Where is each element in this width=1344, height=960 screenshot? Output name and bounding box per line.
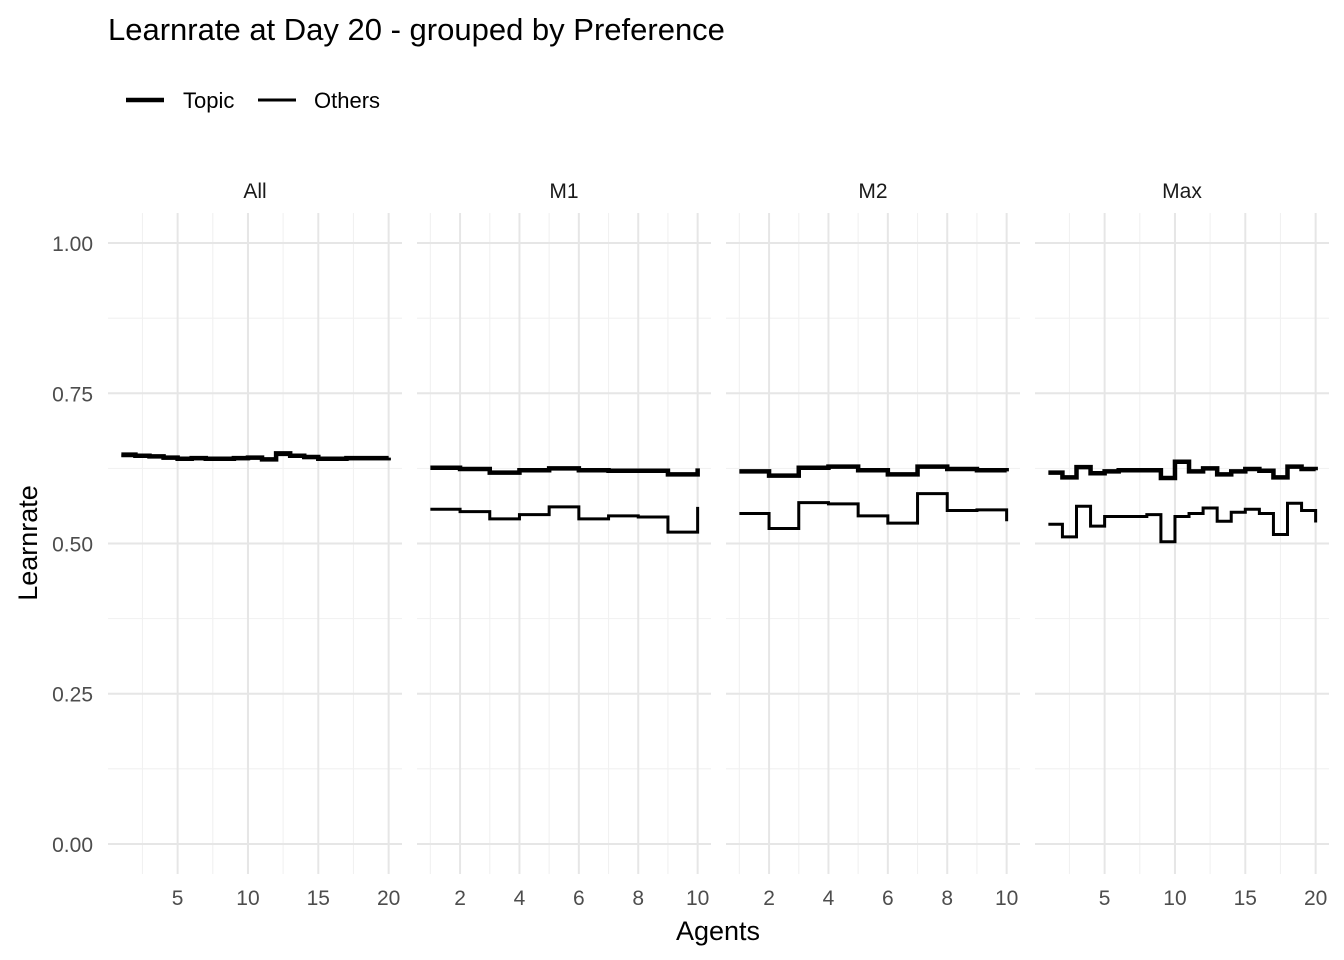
x-tick-label: 5 <box>1099 887 1111 910</box>
x-tick-label: 4 <box>514 887 526 910</box>
x-tick-label: 8 <box>941 887 953 910</box>
y-tick-label: 0.25 <box>52 684 93 707</box>
x-tick-label: 20 <box>1304 887 1327 910</box>
x-tick-label: 5 <box>172 887 184 910</box>
legend-label-topic: Topic <box>183 88 234 113</box>
strip-label-m2: M2 <box>858 180 887 203</box>
legend-label-others: Others <box>314 88 380 113</box>
x-tick-label: 15 <box>1234 887 1257 910</box>
legend: Topic Others <box>126 88 380 113</box>
x-tick-label: 10 <box>236 887 259 910</box>
strip-label-m1: M1 <box>549 180 578 203</box>
x-tick-label: 10 <box>1163 887 1186 910</box>
x-tick-label: 8 <box>632 887 644 910</box>
panel-all: All 5 10 15 20 <box>108 180 402 910</box>
x-tick-label: 2 <box>763 887 775 910</box>
x-tick-label: 10 <box>995 887 1018 910</box>
x-tick-label: 15 <box>307 887 330 910</box>
x-tick-label: 4 <box>823 887 835 910</box>
y-axis-title: Learnrate <box>13 485 43 601</box>
panel-m2: M2 2 4 6 8 10 <box>726 180 1020 910</box>
series-line-others-max <box>1048 501 1318 544</box>
y-tick-label: 0.50 <box>52 534 93 557</box>
series-line-others-m2 <box>739 492 1009 530</box>
facet-panels: All 5 10 15 20 M1 2 4 6 8 10 M2 2 4 6 8 10 Max 5 10 15 20 0.00… <box>52 180 1329 910</box>
x-tick-label: 6 <box>882 887 894 910</box>
chart-title: Learnrate at Day 20 - grouped by Prefere… <box>108 12 725 47</box>
series-line-others-all <box>121 453 391 462</box>
x-tick-label: 20 <box>377 887 400 910</box>
y-tick-label: 0.75 <box>52 383 93 406</box>
series-line-others-m1 <box>430 505 700 534</box>
x-tick-label: 2 <box>454 887 466 910</box>
x-axis-title: Agents <box>676 916 760 946</box>
x-tick-label: 6 <box>573 887 585 910</box>
strip-label-all: All <box>243 180 266 203</box>
panel-m1: M1 2 4 6 8 10 <box>417 180 711 910</box>
series-line-topic-m2 <box>739 464 1009 478</box>
series-line-topic-m1 <box>430 465 700 477</box>
y-tick-label: 1.00 <box>52 233 93 256</box>
panel-max: Max 5 10 15 20 <box>1035 180 1329 910</box>
y-tick-label: 0.00 <box>52 834 93 857</box>
series-line-topic-max <box>1048 459 1318 481</box>
y-axis-ticks: 0.00 0.25 0.50 0.75 1.00 <box>52 233 93 857</box>
strip-label-max: Max <box>1162 180 1202 203</box>
x-tick-label: 10 <box>686 887 709 910</box>
